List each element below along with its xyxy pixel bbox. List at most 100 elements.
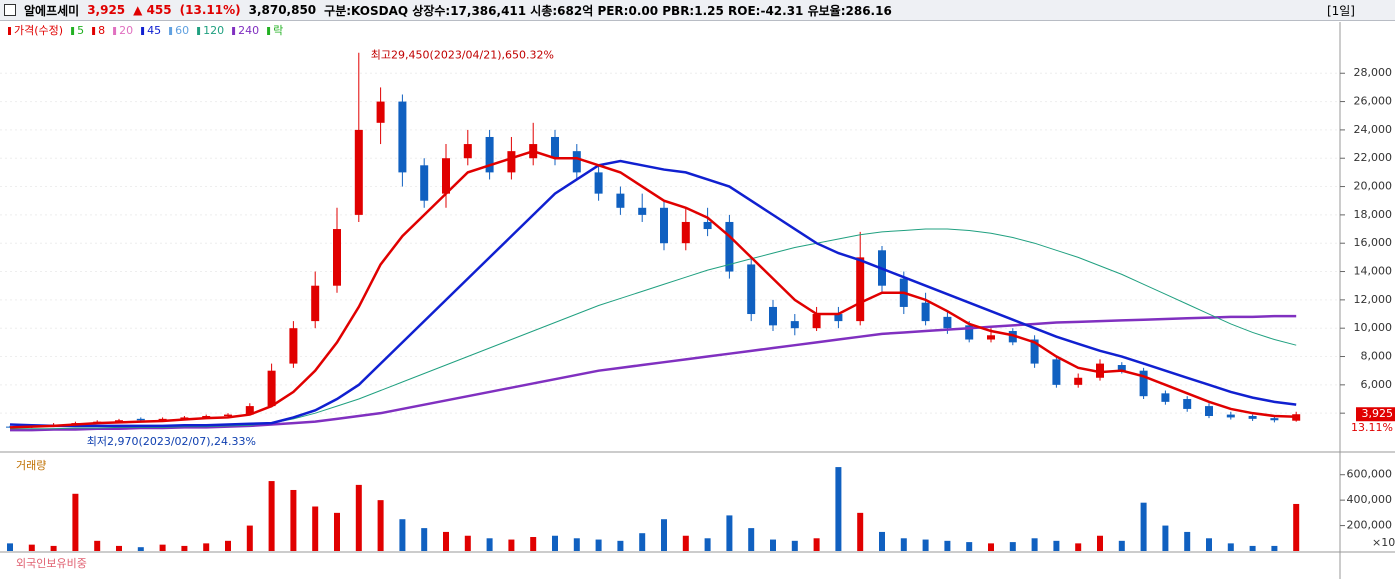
- y-tick-label: 600,000: [1347, 468, 1393, 481]
- pct: (13.11%): [179, 3, 241, 17]
- volume-bar: [1184, 531, 1191, 551]
- volume-bar: [1249, 545, 1256, 551]
- ma-line: [9, 149, 1297, 429]
- volume-bar: [116, 545, 122, 551]
- candle-body: [376, 101, 385, 123]
- volume-bar: [137, 547, 144, 551]
- legend-swatch: [8, 27, 11, 35]
- volume-bar: [28, 544, 35, 551]
- volume-bar: [726, 515, 733, 551]
- volume-bar: [617, 540, 624, 551]
- y-tick-label: 6,000: [1361, 378, 1393, 391]
- volume-bar: [1097, 535, 1103, 551]
- candle-body: [812, 314, 821, 329]
- candle-body: [943, 316, 952, 329]
- volume-bar: [879, 531, 885, 551]
- volume-bar: [748, 528, 755, 551]
- volume-bar: [159, 544, 166, 551]
- y-tick-label: 22,000: [1354, 151, 1393, 164]
- volume-bar: [595, 539, 602, 551]
- volume-bar: [268, 481, 275, 551]
- candle-body: [551, 136, 559, 159]
- volume-bar: [1140, 502, 1147, 551]
- candle-body: [921, 302, 930, 322]
- candle-body: [1205, 406, 1213, 417]
- volume-bar: [966, 542, 973, 551]
- candle-body: [703, 221, 712, 230]
- candle-body: [1096, 363, 1104, 378]
- legend-label: 락: [273, 24, 283, 37]
- candle-body: [572, 151, 581, 173]
- volume-bar: [530, 537, 537, 551]
- candle-body: [463, 144, 472, 159]
- volume-bar: [1271, 545, 1278, 551]
- bg: [0, 22, 1395, 579]
- legend-label: 20: [119, 24, 133, 37]
- candle-body: [638, 207, 647, 215]
- volume-bar: [835, 467, 842, 551]
- volume: 3,870,850: [248, 3, 317, 17]
- volume-bar: [944, 540, 951, 551]
- volume-bar: [72, 493, 79, 551]
- volume-bar: [50, 545, 57, 551]
- candle-body: [420, 165, 429, 201]
- volume-bar: [486, 538, 493, 551]
- volume-bar: [791, 540, 798, 551]
- y-tick-label: 10,000: [1354, 321, 1393, 334]
- candle-body: [311, 285, 320, 322]
- candle-body: [790, 321, 799, 329]
- candle-body: [354, 129, 363, 215]
- volume-bar: [7, 543, 13, 551]
- candle-body: [747, 264, 756, 315]
- y-tick-label: 28,000: [1354, 66, 1393, 79]
- y-tick-label: 18,000: [1354, 208, 1393, 221]
- volume-bar: [1009, 542, 1016, 551]
- candle-body: [769, 306, 777, 326]
- volume-bar: [1162, 525, 1169, 551]
- candle-body: [1161, 393, 1170, 402]
- candle-body: [1226, 414, 1235, 418]
- header: 알에프세미 3,925 ▲ 455 (13.11%) 3,870,850 구분:…: [0, 0, 1395, 21]
- legend-label: 120: [203, 24, 224, 37]
- candle-body: [834, 314, 843, 322]
- candle-body: [442, 158, 450, 194]
- last-pct: 13.11%: [1351, 421, 1393, 434]
- legend-swatch: [71, 27, 75, 35]
- volume-bar: [181, 545, 188, 551]
- change: ▲ 455: [133, 3, 172, 17]
- volume-bar: [443, 531, 449, 551]
- period[interactable]: [1일]: [1326, 3, 1355, 18]
- candle-body: [1117, 365, 1126, 371]
- candle-body: [681, 221, 690, 244]
- candle-body: [115, 420, 123, 422]
- volume-bar: [355, 484, 362, 551]
- y-tick-label: 200,000: [1347, 519, 1393, 532]
- volume-bar: [464, 535, 471, 551]
- legend-label: 240: [238, 24, 259, 37]
- volume-bar: [682, 535, 689, 551]
- last-price: 3,925: [1362, 407, 1394, 420]
- legend-label: 5: [77, 24, 84, 37]
- candle-body: [158, 418, 167, 421]
- volume-bar: [508, 539, 515, 551]
- candle-body: [1008, 331, 1017, 343]
- legend-swatch: [113, 27, 117, 35]
- candle-body: [1074, 377, 1083, 385]
- candle-body: [1052, 359, 1061, 385]
- ma-line: [9, 159, 1297, 428]
- candle-body: [507, 151, 516, 173]
- candle-body: [1139, 370, 1148, 397]
- candle-body: [1292, 414, 1301, 421]
- y-tick-label: 16,000: [1354, 236, 1393, 249]
- volume-bar: [334, 512, 340, 551]
- legend-label: 45: [147, 24, 161, 37]
- legend-swatch: [232, 27, 236, 35]
- candle-body: [224, 414, 232, 417]
- volume-bar: [704, 538, 711, 551]
- candle-body: [202, 416, 211, 418]
- info: 구분:KOSDAQ 상장수:17,386,411 시총:682억 PER:0.0…: [324, 3, 892, 18]
- candle-body: [660, 207, 668, 244]
- volume-bar: [813, 538, 820, 551]
- stock-name: 알에프세미: [24, 3, 80, 18]
